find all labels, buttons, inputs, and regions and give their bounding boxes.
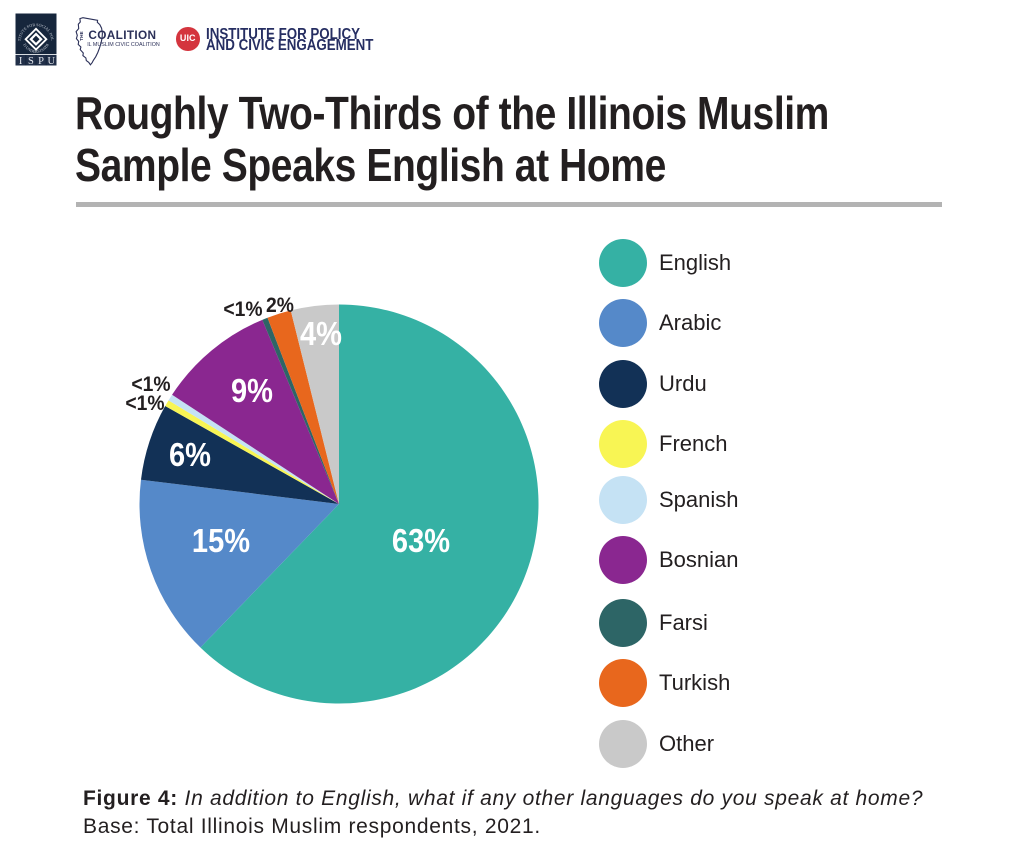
svg-text:S: S bbox=[28, 56, 34, 66]
svg-text:IL MUSLIM CIVIC COALITION: IL MUSLIM CIVIC COALITION bbox=[87, 42, 160, 48]
svg-text:I: I bbox=[19, 56, 23, 66]
svg-text:COALITION: COALITION bbox=[88, 28, 156, 42]
svg-text:THE: THE bbox=[79, 31, 84, 41]
svg-text:U: U bbox=[48, 56, 56, 66]
svg-text:P: P bbox=[38, 56, 44, 66]
